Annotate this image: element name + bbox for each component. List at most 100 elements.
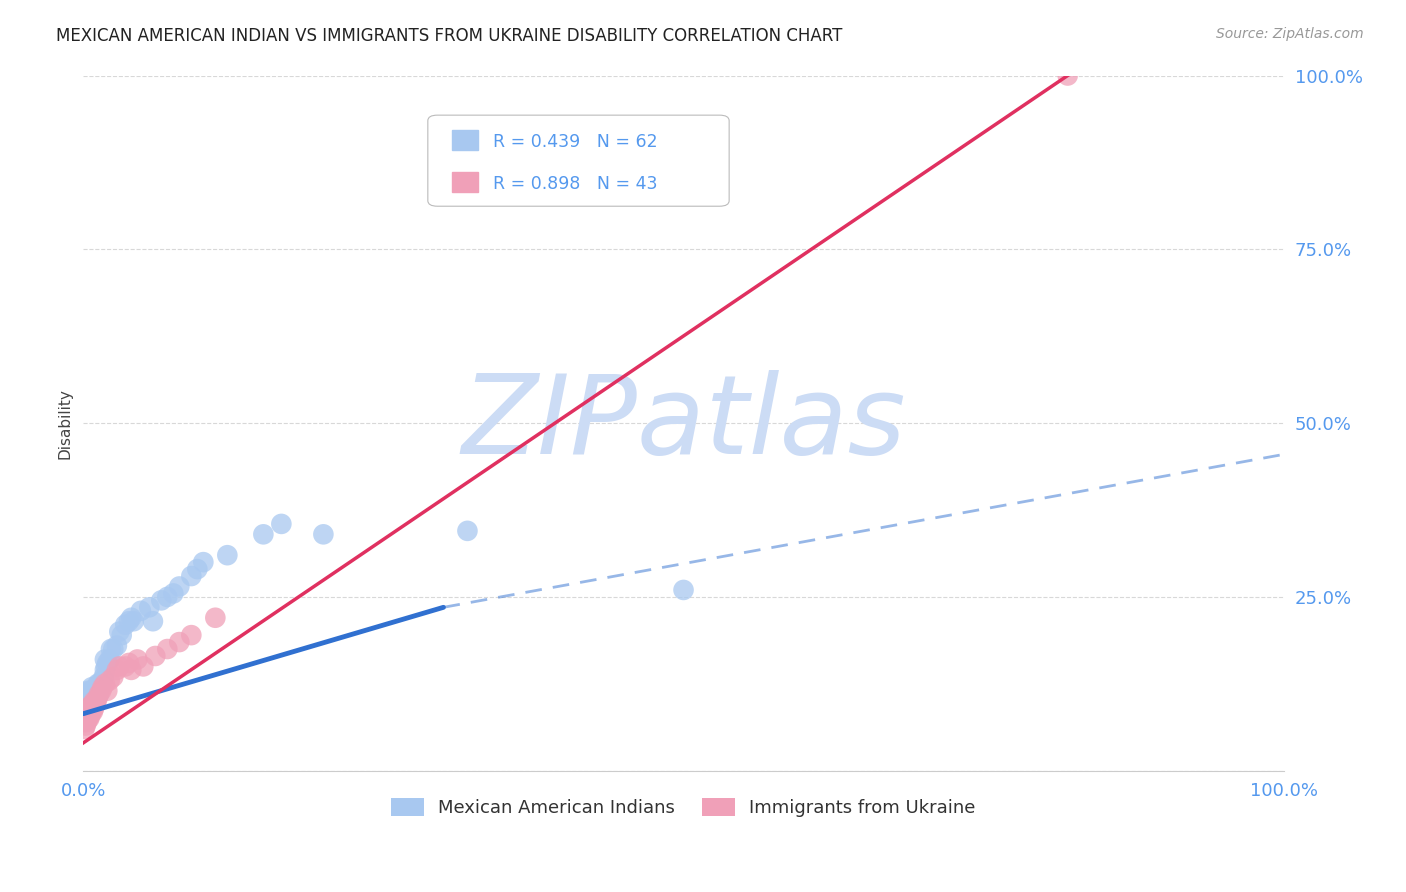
Point (169, 635, 191, 649)
Point (90, 677, 112, 691)
Point (162, 586, 184, 600)
Point (138, 600, 160, 615)
Point (80, 680, 103, 694)
Point (98, 673, 121, 688)
Point (77, 698, 100, 712)
Y-axis label: Disability: Disability (58, 388, 72, 458)
Legend: Mexican American Indians, Immigrants from Ukraine: Mexican American Indians, Immigrants fro… (384, 790, 983, 824)
Point (103, 642, 125, 657)
Point (86, 687, 108, 701)
Point (114, 617, 136, 632)
Point (79, 708, 101, 723)
Point (79, 712, 101, 726)
Point (83, 694, 105, 708)
Point (79, 694, 101, 708)
Point (84, 694, 107, 708)
Point (79, 698, 101, 712)
Bar (451, 172, 478, 193)
Point (180, 569, 202, 583)
Point (75, 712, 97, 726)
Point (79, 683, 101, 698)
Point (77, 690, 100, 705)
Point (89, 680, 111, 694)
Point (98, 652, 121, 666)
Point (79, 705, 101, 719)
Point (129, 604, 152, 618)
Point (143, 648, 166, 663)
Point (80, 687, 103, 701)
Point (82, 698, 104, 712)
Point (120, 663, 142, 677)
Point (79, 698, 101, 712)
Point (77, 683, 100, 698)
Point (96, 656, 118, 670)
Point (93, 670, 115, 684)
Point (132, 659, 155, 673)
Point (156, 590, 179, 604)
Point (84, 683, 107, 698)
Point (100, 642, 122, 657)
Point (75, 701, 97, 715)
Text: ZIPatlas: ZIPatlas (461, 369, 905, 476)
Point (75, 708, 97, 723)
Bar (451, 130, 478, 150)
Point (108, 659, 131, 673)
Point (150, 593, 173, 607)
Text: R = 0.439   N = 62: R = 0.439 N = 62 (492, 133, 657, 151)
Point (83, 694, 105, 708)
Point (73, 714, 96, 729)
Point (217, 548, 239, 562)
Point (79, 687, 101, 701)
Point (94, 652, 117, 666)
Point (86, 683, 108, 698)
Point (76, 701, 98, 715)
Point (73, 722, 96, 736)
Point (80, 705, 103, 719)
Point (94, 677, 117, 691)
Point (79, 701, 101, 715)
Point (76, 708, 98, 723)
Point (672, 582, 695, 597)
Point (142, 614, 165, 628)
Point (87, 677, 110, 691)
Point (96, 683, 118, 698)
Point (114, 659, 136, 673)
Point (84, 698, 107, 712)
Point (105, 663, 128, 677)
Point (86, 694, 108, 708)
Point (80, 694, 103, 708)
Point (83, 687, 105, 701)
Point (86, 677, 108, 691)
Point (105, 639, 128, 653)
Point (1056, 69, 1078, 83)
Point (186, 562, 208, 576)
Point (118, 614, 141, 628)
Point (86, 680, 108, 694)
Point (86, 690, 108, 705)
Point (87, 687, 110, 701)
Point (80, 698, 103, 712)
Point (456, 524, 478, 538)
Point (118, 656, 141, 670)
Point (94, 663, 117, 677)
Point (82, 690, 104, 705)
FancyBboxPatch shape (427, 115, 730, 206)
Point (79, 690, 101, 705)
Point (204, 611, 226, 625)
Point (103, 670, 125, 684)
Point (82, 683, 104, 698)
Point (79, 701, 101, 715)
Point (108, 624, 131, 639)
Point (111, 628, 134, 642)
Text: MEXICAN AMERICAN INDIAN VS IMMIGRANTS FROM UKRAINE DISABILITY CORRELATION CHART: MEXICAN AMERICAN INDIAN VS IMMIGRANTS FR… (56, 27, 842, 45)
Point (94, 659, 117, 673)
Point (270, 516, 292, 531)
Point (193, 555, 215, 569)
Point (76, 714, 98, 729)
Point (77, 705, 100, 719)
Text: R = 0.898   N = 43: R = 0.898 N = 43 (492, 175, 657, 193)
Point (82, 705, 104, 719)
Point (76, 687, 98, 701)
Point (180, 628, 202, 642)
Point (75, 718, 97, 732)
